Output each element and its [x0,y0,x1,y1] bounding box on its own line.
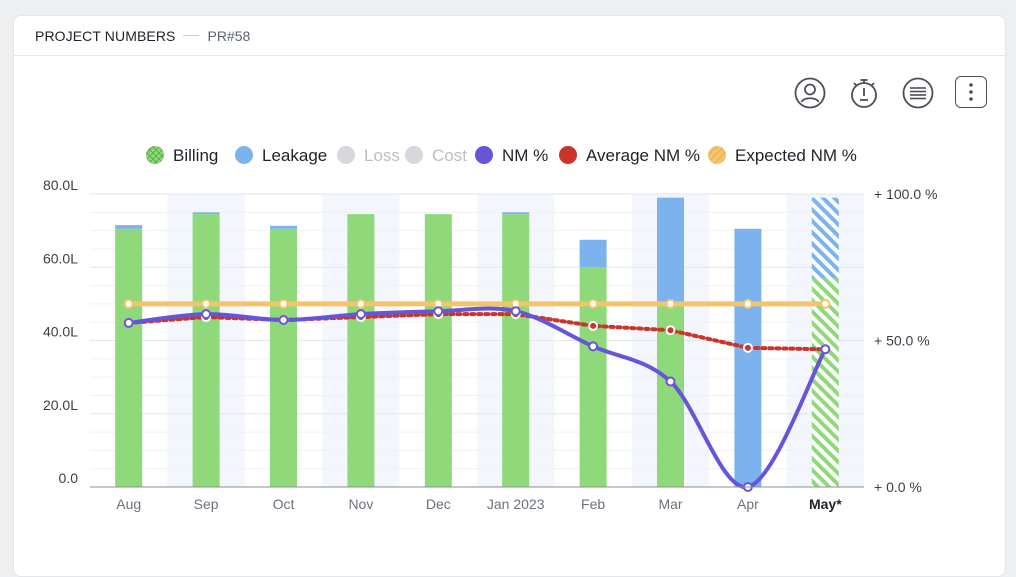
bar-billing-aug[interactable] [115,228,143,487]
bar-billing-sep[interactable] [192,214,220,488]
legend-item-expected-nm[interactable]: Expected NM % [708,146,857,165]
legend-label-cost: Cost [432,146,467,165]
legend-label-leakage: Leakage [262,146,327,165]
y-right-tick-label: + 0.0 % [874,479,922,495]
point-average-nm-apr[interactable] [742,342,753,353]
x-tick-label: Oct [273,496,295,512]
bar-leakage-may[interactable] [811,197,839,279]
y-left-tick-label: 80.0L [43,177,78,193]
point-nm-sep[interactable] [201,309,212,320]
x-tick-label: Aug [116,496,141,512]
x-tick-label: Sep [194,496,219,512]
point-nm-mar[interactable] [665,376,676,387]
user-circle-icon [794,77,826,109]
timer-button[interactable] [847,76,881,110]
legend-label-average-nm: Average NM % [586,146,700,165]
x-tick-label: Apr [737,496,759,512]
point-expected-nm-feb[interactable] [588,298,599,309]
y-right-tick-label: + 100.0 % [874,186,937,202]
y-left-tick-label: 0.0 [59,470,79,486]
bar-leakage-aug[interactable] [115,225,143,229]
bar-billing-oct[interactable] [270,228,297,487]
legend-item-cost[interactable]: Cost [405,146,467,165]
y-left-tick-label: 60.0L [43,250,78,266]
title-separator [183,35,200,36]
point-expected-nm-oct[interactable] [278,298,289,309]
list-view-button[interactable] [901,76,935,110]
legend-item-billing[interactable]: Billing [146,146,218,165]
axes: 0.0 20.0L 40.0L 60.0L 80.0L + 0.0 % + 50.0 % + … [43,177,937,512]
legend-label-nm: NM % [502,146,548,165]
legend-label-billing: Billing [173,146,218,165]
stopwatch-icon [851,79,877,108]
legend-label-expected-nm: Expected NM % [735,146,857,165]
point-expected-nm-may[interactable] [820,298,831,309]
legend-item-loss[interactable]: Loss [337,146,400,165]
x-tick-label: Jan 2023 [487,496,545,512]
x-tick-label: May* [809,496,842,512]
y-right-tick-label: + 50.0 % [874,333,930,349]
point-nm-dec[interactable] [433,306,444,317]
y-left-tick-label: 40.0L [43,324,78,340]
legend-swatch-leakage [235,146,253,164]
card-header: PROJECT NUMBERS PR#58 [14,16,1005,56]
card-title: PROJECT NUMBERS [35,27,176,44]
bar-leakage-apr[interactable] [734,228,762,487]
point-expected-nm-apr[interactable] [742,298,753,309]
legend-swatch-expected-nm [708,146,726,164]
bar-leakage-sep[interactable] [192,212,220,215]
point-expected-nm-sep[interactable] [201,298,212,309]
point-average-nm-mar[interactable] [665,325,676,336]
x-tick-label: Nov [348,496,373,512]
chart-toolbar [793,76,987,110]
bar-leakage-oct[interactable] [270,225,297,229]
x-tick-label: Mar [658,496,682,512]
legend-swatch-billing [146,146,164,164]
legend-item-average-nm[interactable]: Average NM % [559,146,700,165]
bar-leakage-jan-2023[interactable] [502,212,530,215]
legend-item-leakage[interactable]: Leakage [235,146,327,165]
point-nm-feb[interactable] [588,341,599,352]
bar-leakage-mar[interactable] [657,197,684,303]
legend-label-loss: Loss [364,146,400,165]
point-average-nm-feb[interactable] [588,320,599,331]
legend-swatch-loss [337,146,355,164]
point-nm-jan-2023[interactable] [510,306,521,317]
point-nm-may[interactable] [820,344,831,355]
bar-billing-jan-2023[interactable] [502,214,530,488]
list-lines-icon [902,77,934,109]
project-code: PR#58 [207,27,251,44]
points [123,298,831,492]
legend-swatch-average-nm [559,146,577,164]
point-expected-nm-mar[interactable] [665,298,676,309]
legend-swatch-cost [405,146,423,164]
x-tick-label: Feb [581,496,605,512]
legend-swatch-nm [475,146,493,164]
user-filter-button[interactable] [793,76,827,110]
point-expected-nm-nov[interactable] [355,298,366,309]
bar-billing-nov[interactable] [347,214,375,488]
more-vertical-icon [969,83,973,101]
point-nm-oct[interactable] [278,314,289,325]
legend-item-nm[interactable]: NM % [475,146,548,165]
point-nm-nov[interactable] [355,309,366,320]
y-left-tick-label: 20.0L [43,397,78,413]
point-nm-aug[interactable] [123,317,134,328]
bar-leakage-feb[interactable] [579,239,607,268]
bar-billing-dec[interactable] [424,214,452,488]
bar-billing-may[interactable] [811,278,839,487]
x-tick-label: Dec [426,496,451,512]
point-expected-nm-aug[interactable] [123,298,134,309]
more-options-button[interactable] [955,76,987,108]
legend: Billing Leakage Loss Cost NM % Average NM % Ex… [146,146,857,165]
